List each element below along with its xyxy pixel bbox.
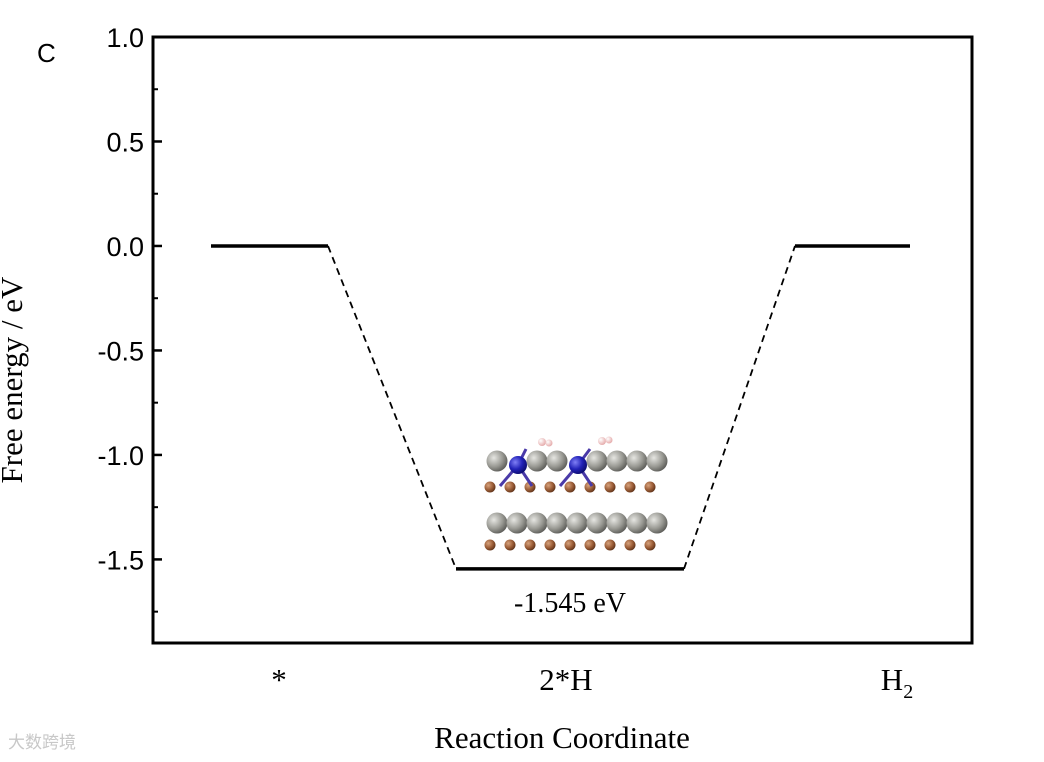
energy-connector xyxy=(683,245,796,570)
plot-frame xyxy=(151,35,974,645)
y-tick-label: -1.5 xyxy=(97,545,144,575)
y-axis: 1.0 0.5 0.0 -0.5 -1.0 -1.5 xyxy=(97,23,162,613)
y-tick-label: 0.0 xyxy=(106,232,144,262)
energy-connector xyxy=(327,245,457,570)
state-label: * xyxy=(271,662,287,697)
y-axis-label: Free energy / eV xyxy=(0,276,29,483)
y-tick-label: -1.0 xyxy=(97,441,144,471)
x-axis-label: Reaction Coordinate xyxy=(434,720,690,755)
state-label: 2*H xyxy=(539,662,592,697)
panel-label: C xyxy=(37,38,56,68)
state-label: H2 xyxy=(881,662,913,703)
watermark-text: 大数跨境 xyxy=(8,733,76,753)
adsorption-structure-image xyxy=(484,436,668,551)
y-tick-label: -0.5 xyxy=(97,336,144,366)
y-tick-label: 0.5 xyxy=(106,127,144,157)
energy-annotation: -1.545 eV xyxy=(514,588,626,619)
x-axis-state-labels: * 2*H H2 xyxy=(271,662,913,703)
energy-levels xyxy=(211,244,910,571)
y-tick-label: 1.0 xyxy=(106,23,144,53)
